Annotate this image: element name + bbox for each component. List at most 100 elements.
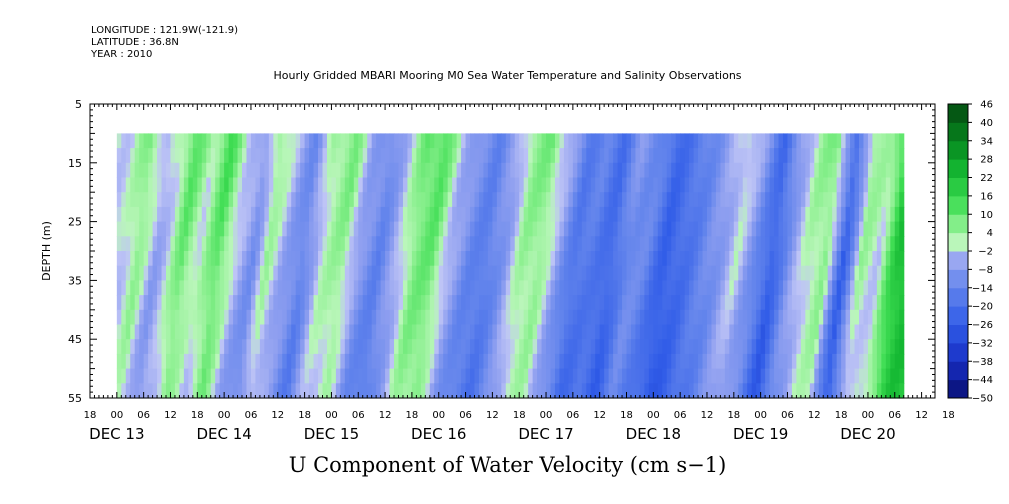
- heatmap-cell: [376, 295, 382, 311]
- heatmap-cell: [304, 251, 310, 267]
- heatmap-cell: [268, 162, 274, 179]
- heatmap-cell: [322, 236, 328, 252]
- heatmap-cell: [170, 162, 176, 179]
- heatmap-cell: [492, 353, 498, 370]
- heatmap-cell: [684, 148, 690, 164]
- heatmap-cell: [617, 192, 623, 208]
- heatmap-cell: [121, 221, 127, 237]
- heatmap-cell: [850, 368, 856, 384]
- heatmap-cell: [429, 133, 435, 149]
- heatmap-cell: [291, 339, 297, 355]
- heatmap-cell: [121, 236, 127, 252]
- heatmap-cell: [228, 339, 234, 355]
- x-hour-tick-label: 06: [781, 410, 794, 421]
- heatmap-cell: [702, 265, 708, 281]
- heatmap-cell: [867, 383, 874, 399]
- heatmap-cell: [134, 206, 140, 223]
- heatmap-cell: [617, 295, 623, 311]
- heatmap-cell: [845, 295, 851, 311]
- colorbar-segment: [948, 214, 968, 234]
- heatmap-cell: [157, 221, 163, 237]
- heatmap-cell: [774, 192, 780, 208]
- heatmap-cell: [125, 265, 131, 281]
- heatmap-cell: [563, 206, 569, 223]
- heatmap-cell: [179, 133, 185, 149]
- heatmap-cell: [470, 368, 476, 384]
- heatmap-cell: [161, 236, 167, 252]
- heatmap-cell: [416, 162, 422, 179]
- heatmap-cell: [259, 236, 265, 252]
- heatmap-cell: [635, 280, 641, 296]
- heatmap-cell: [461, 353, 467, 370]
- heatmap-cell: [711, 192, 717, 208]
- heatmap-cell: [774, 368, 780, 384]
- heatmap-cell: [353, 339, 359, 355]
- heatmap-cell: [572, 206, 578, 223]
- heatmap-cell: [765, 368, 771, 384]
- heatmap-cell: [201, 148, 207, 164]
- heatmap-cell: [188, 148, 194, 164]
- heatmap-cell: [326, 236, 333, 252]
- heatmap-cell: [662, 206, 668, 223]
- heatmap-cell: [452, 353, 458, 370]
- heatmap-cell: [376, 192, 382, 208]
- heatmap-cell: [277, 251, 283, 267]
- heatmap-cell: [277, 206, 283, 223]
- heatmap-cell: [420, 280, 426, 296]
- heatmap-cell: [751, 324, 757, 340]
- heatmap-cell: [465, 236, 471, 252]
- heatmap-cell: [371, 265, 377, 281]
- heatmap-cell: [362, 236, 368, 252]
- heatmap-cell: [250, 236, 257, 252]
- heatmap-cell: [470, 295, 476, 311]
- heatmap-cell: [304, 192, 310, 208]
- heatmap-cell: [890, 251, 896, 267]
- heatmap-cell: [867, 192, 874, 208]
- heatmap-cell: [818, 353, 824, 370]
- heatmap-cell: [885, 162, 891, 179]
- heatmap-cell: [724, 265, 730, 281]
- heatmap-cell: [331, 251, 337, 267]
- heatmap-cell: [273, 133, 279, 149]
- heatmap-cell: [443, 309, 449, 326]
- heatmap-cell: [751, 162, 757, 179]
- heatmap-cell: [894, 295, 900, 311]
- heatmap-cell: [443, 133, 449, 149]
- heatmap-cell: [742, 295, 748, 311]
- heatmap-cell: [179, 324, 185, 340]
- heatmap-cell: [850, 280, 856, 296]
- heatmap-cell: [738, 368, 744, 384]
- heatmap-cell: [250, 251, 257, 267]
- heatmap-cell: [496, 324, 502, 340]
- heatmap-cell: [644, 368, 650, 384]
- heatmap-cell: [465, 339, 471, 355]
- heatmap-cell: [832, 295, 838, 311]
- heatmap-cell: [729, 295, 735, 311]
- heatmap-cell: [827, 339, 833, 355]
- heatmap-cell: [389, 265, 395, 281]
- heatmap-cell: [653, 148, 659, 164]
- heatmap-cell: [166, 236, 172, 252]
- heatmap-cell: [648, 162, 654, 179]
- heatmap-cell: [376, 162, 382, 179]
- heatmap-cell: [858, 324, 865, 340]
- heatmap-cell: [769, 162, 775, 179]
- heatmap-cell: [385, 236, 391, 252]
- heatmap-cell: [389, 295, 395, 311]
- heatmap-cell: [760, 236, 766, 252]
- heatmap-cell: [550, 221, 556, 237]
- heatmap-cell: [228, 162, 234, 179]
- heatmap-cell: [751, 236, 757, 252]
- heatmap-cell: [291, 206, 297, 223]
- heatmap-cell: [568, 162, 574, 179]
- heatmap-cell: [532, 206, 538, 223]
- heatmap-cell: [465, 324, 471, 340]
- heatmap-cell: [192, 221, 198, 237]
- heatmap-cell: [662, 133, 668, 149]
- heatmap-cell: [581, 353, 587, 370]
- heatmap-cell: [590, 309, 596, 326]
- heatmap-cell: [604, 280, 610, 296]
- heatmap-cell: [613, 324, 619, 340]
- heatmap-cell: [438, 265, 444, 281]
- heatmap-cell: [546, 177, 552, 193]
